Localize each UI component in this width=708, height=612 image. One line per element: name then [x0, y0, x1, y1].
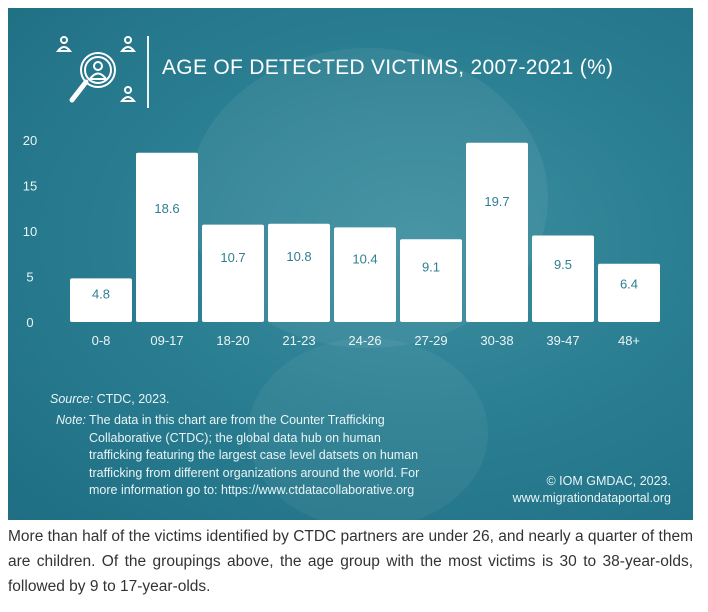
x-tick-label: 39-47 [546, 333, 579, 348]
note-text: The data in this chart are from the Coun… [89, 413, 420, 497]
header-divider [147, 36, 149, 108]
person-search-icon [56, 36, 136, 103]
x-tick-label: 18-20 [216, 333, 249, 348]
x-tick-label: 0-8 [92, 333, 111, 348]
source-label: Source: [50, 392, 94, 406]
x-tick-label: 48+ [618, 333, 640, 348]
x-tick-label: 27-29 [414, 333, 447, 348]
y-tick-label: 20 [23, 133, 37, 148]
data-label: 6.4 [620, 276, 638, 291]
bar-21-23 [268, 223, 330, 322]
copyright-text: © IOM GMDAC, 2023. [546, 474, 671, 488]
y-tick-label: 15 [23, 179, 37, 194]
x-tick-label: 09-17 [150, 333, 183, 348]
bar-18-20 [202, 224, 264, 322]
x-tick-label: 30-38 [480, 333, 513, 348]
x-tick-label: 24-26 [348, 333, 381, 348]
data-label: 9.5 [554, 257, 572, 272]
background-chain-shape [248, 338, 488, 520]
bar-0-8 [70, 278, 132, 322]
data-label: 9.1 [422, 260, 440, 275]
data-label: 19.7 [484, 194, 509, 209]
bar-27-29 [400, 239, 462, 322]
y-tick-label: 0 [26, 315, 33, 330]
caption-text: More than half of the victims identified… [8, 528, 693, 595]
bar-30-38 [466, 142, 528, 322]
data-label: 10.4 [352, 252, 377, 267]
bar-39-47 [532, 235, 594, 322]
bar-chart: 0 5 10 15 20 4.8 0-8 18.6 09-17 10.7 18-20 10.8 21-2… [23, 133, 660, 348]
source-text: CTDC, 2023. [93, 392, 170, 406]
bar-24-26 [334, 227, 396, 322]
bar-48+ [598, 263, 660, 322]
data-label: 10.8 [286, 249, 311, 264]
infographic-panel: AGE OF DETECTED VICTIMS, 2007-2021 (%) 0… [8, 8, 693, 520]
note-block: Note: The data in this chart are from th… [56, 412, 436, 500]
x-tick-label: 21-23 [282, 333, 315, 348]
y-tick-label: 10 [23, 224, 37, 239]
data-label: 10.7 [220, 250, 245, 265]
source-line: Source: CTDC, 2023. [50, 392, 170, 406]
data-label: 18.6 [154, 201, 179, 216]
y-tick-label: 5 [26, 270, 33, 285]
bar-09-17 [136, 152, 198, 322]
chart-title: AGE OF DETECTED VICTIMS, 2007-2021 (%) [162, 56, 614, 79]
portal-url: www.migrationdataportal.org [512, 491, 671, 505]
credit-block: © IOM GMDAC, 2023. www.migrationdataport… [513, 473, 671, 507]
note-label: Note: [56, 413, 86, 427]
data-label: 4.8 [92, 286, 110, 301]
